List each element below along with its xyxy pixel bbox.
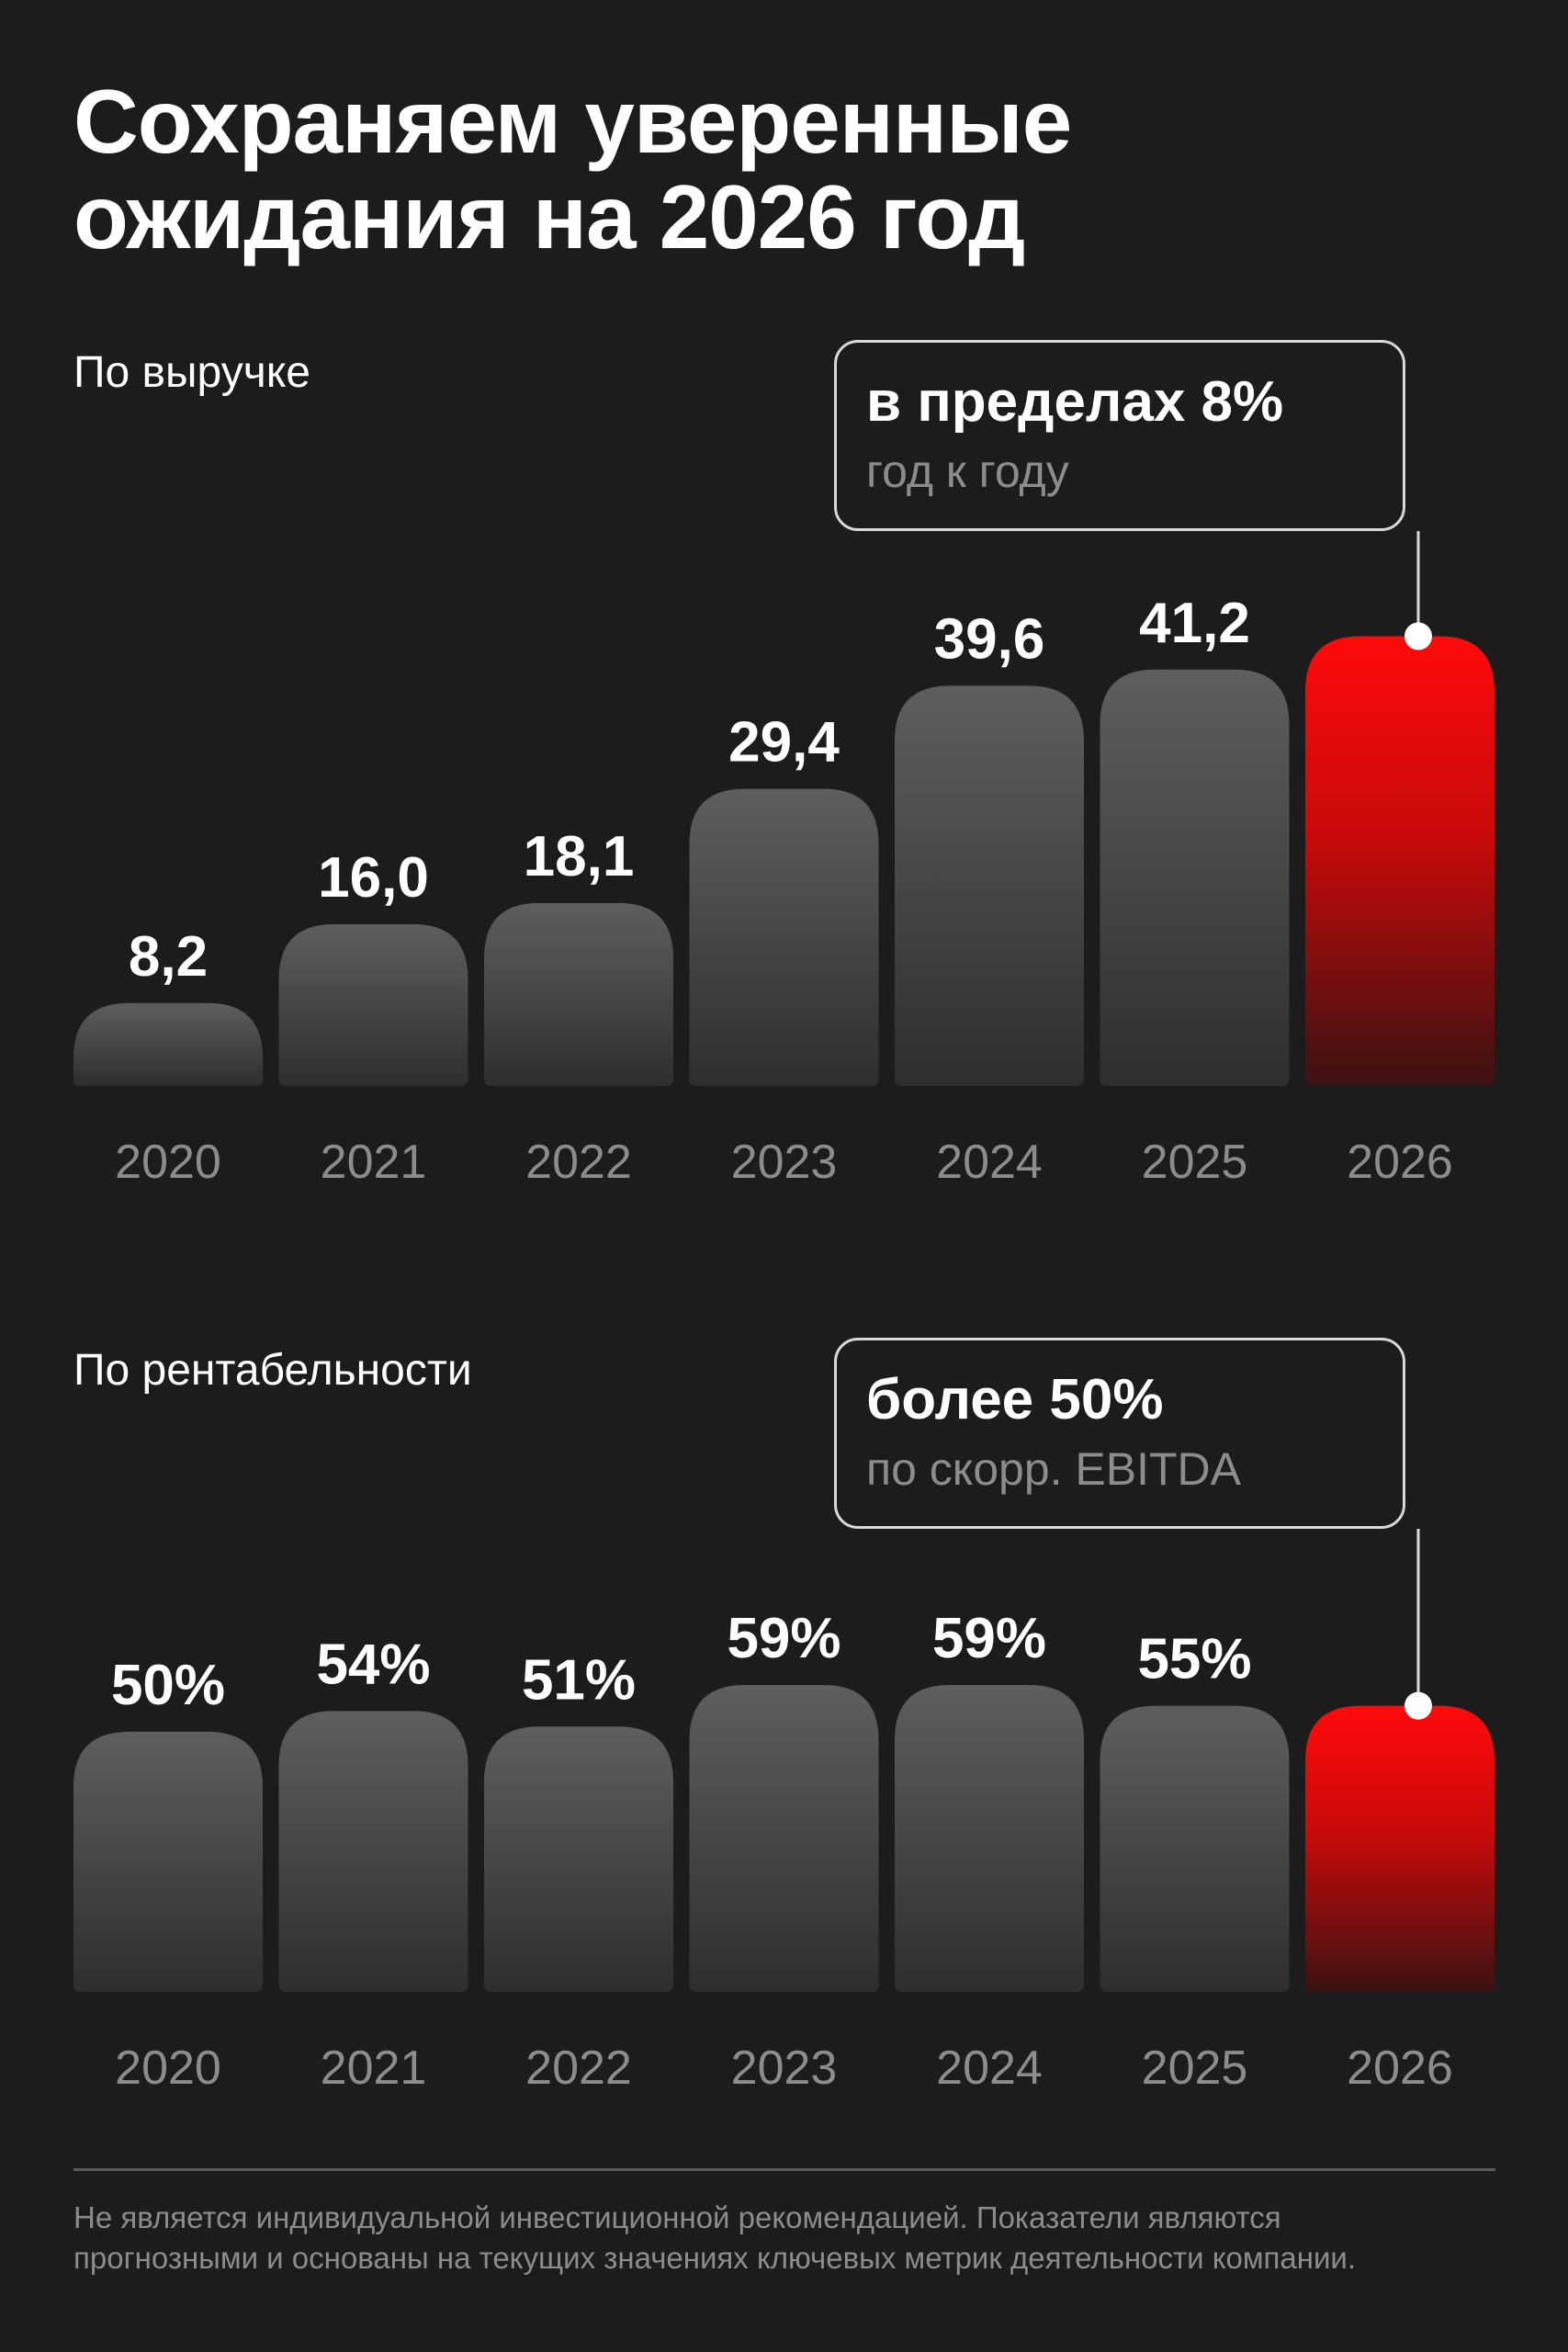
margin-value-label-2021: 54% <box>316 1633 430 1696</box>
margin-bar-2026 <box>1305 1705 1495 1992</box>
margin-category-label-2026: 2026 <box>1347 2041 1453 2095</box>
revenue-category-label-2022: 2022 <box>525 1136 632 1189</box>
page-title-line-2: ожидания на 2026 год <box>73 166 1025 267</box>
margin-bar-2025 <box>1100 1705 1290 1992</box>
margin-category-label-2023: 2023 <box>731 2041 838 2095</box>
revenue-bar-2026 <box>1305 636 1495 1086</box>
footer-divider <box>73 2168 1495 2171</box>
margin-value-label-2025: 55% <box>1137 1628 1251 1691</box>
revenue-section-label: По выручке <box>73 348 310 397</box>
margin-value-label-2020: 50% <box>111 1654 225 1717</box>
revenue-value-label-2020: 8,2 <box>129 925 208 989</box>
revenue-value-label-2025: 41,2 <box>1139 592 1250 655</box>
revenue-bar-2020 <box>73 1002 263 1086</box>
page-title: Сохраняем уверенные ожидания на 2026 год <box>73 74 1359 265</box>
disclaimer-line-1: Не является индивидуальной инвестиционно… <box>73 2200 1281 2234</box>
revenue-value-label-2024: 39,6 <box>934 607 1045 671</box>
revenue-value-label-2023: 29,4 <box>728 711 840 775</box>
revenue-value-label-2022: 18,1 <box>524 825 635 888</box>
revenue-bar-2023 <box>689 788 879 1086</box>
margin-category-label-2022: 2022 <box>525 2041 632 2095</box>
revenue-bar-2025 <box>1100 669 1290 1086</box>
revenue-callout-sub: год к году <box>866 446 1069 497</box>
revenue-highlight-marker <box>1404 622 1432 650</box>
revenue-callout-main: в пределах 8% <box>866 370 1284 434</box>
margin-chart: 50% 2020 54% 2021 51% 2022 59% 2023 59% 2024 55% 20… <box>73 1529 1495 2095</box>
margin-value-label-2023: 59% <box>727 1607 840 1670</box>
disclaimer-line-2: прогнозными и основаны на текущих значен… <box>73 2241 1357 2275</box>
revenue-chart: 8,2 2020 16,0 2021 18,1 2022 29,4 2023 39,6 2024 4… <box>73 531 1495 1189</box>
revenue-category-label-2024: 2024 <box>936 1136 1043 1189</box>
page-title-line-1: Сохраняем уверенные <box>73 71 1072 172</box>
margin-callout-main: более 50% <box>866 1368 1164 1431</box>
revenue-bar-2021 <box>278 924 468 1086</box>
revenue-callout: в пределах 8% год к году <box>834 340 1405 531</box>
margin-bar-2020 <box>73 1731 263 1992</box>
revenue-category-label-2021: 2021 <box>321 1136 427 1189</box>
revenue-category-label-2026: 2026 <box>1347 1136 1453 1189</box>
margin-chart-svg: 50% 2020 54% 2021 51% 2022 59% 2023 59% 2024 55% 20… <box>73 1529 1495 2095</box>
margin-category-label-2021: 2021 <box>321 2041 427 2095</box>
revenue-chart-svg: 8,2 2020 16,0 2021 18,1 2022 29,4 2023 39,6 2024 4… <box>73 531 1495 1189</box>
margin-bar-2022 <box>484 1726 673 1992</box>
margin-value-label-2022: 51% <box>522 1648 636 1712</box>
revenue-category-label-2020: 2020 <box>115 1136 221 1189</box>
disclaimer: Не является индивидуальной инвестиционно… <box>73 2198 1506 2278</box>
margin-callout-sub: по скорр. EBITDA <box>866 1443 1242 1495</box>
margin-category-label-2020: 2020 <box>115 2041 221 2095</box>
margin-bar-2024 <box>895 1684 1084 1992</box>
margin-section-label: По рентабельности <box>73 1346 472 1395</box>
margin-callout: более 50% по скорр. EBITDA <box>834 1338 1405 1529</box>
margin-bar-2021 <box>278 1711 468 1992</box>
margin-highlight-marker <box>1404 1691 1432 1720</box>
revenue-category-label-2023: 2023 <box>731 1136 838 1189</box>
revenue-value-label-2021: 16,0 <box>318 846 429 910</box>
margin-category-label-2025: 2025 <box>1142 2041 1248 2095</box>
revenue-bar-2024 <box>895 685 1084 1086</box>
revenue-category-label-2025: 2025 <box>1142 1136 1248 1189</box>
margin-category-label-2024: 2024 <box>936 2041 1043 2095</box>
margin-bar-2023 <box>689 1684 879 1992</box>
margin-value-label-2024: 59% <box>932 1607 1046 1670</box>
revenue-bar-2022 <box>484 902 673 1086</box>
